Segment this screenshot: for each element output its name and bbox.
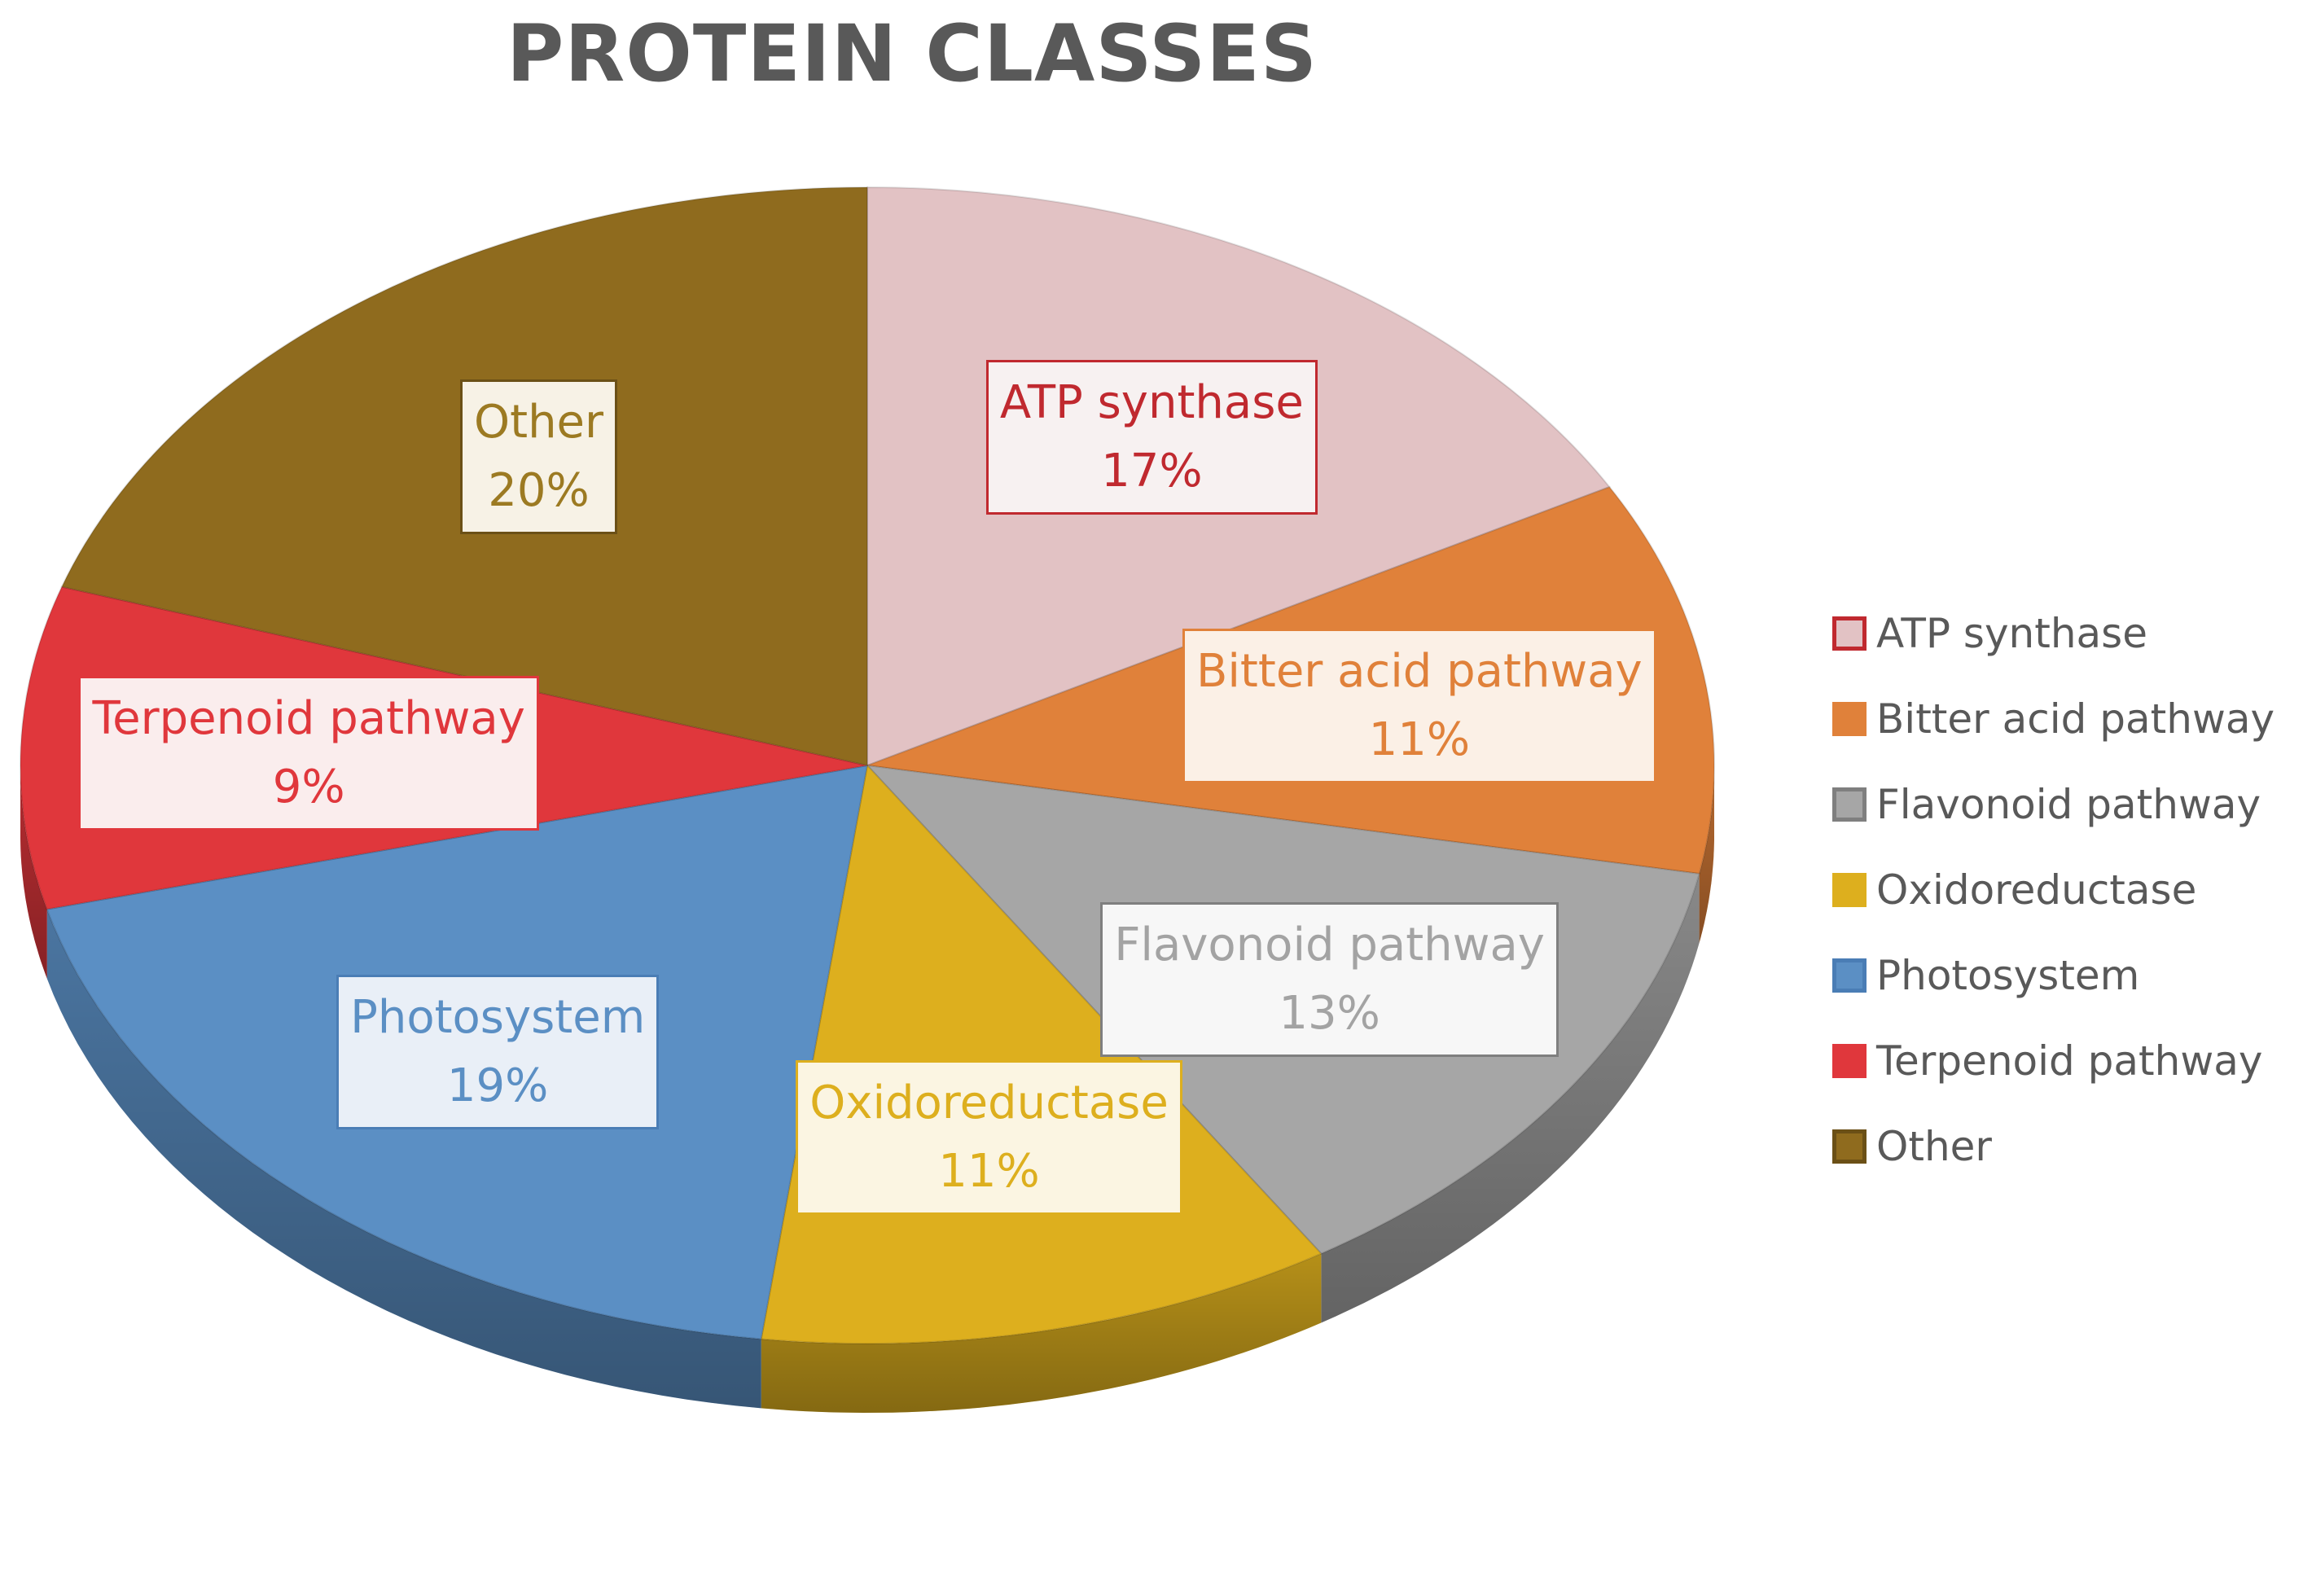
data-label-category: Photosystem — [350, 990, 646, 1044]
data-label-category: Terpenoid pathway — [92, 692, 525, 746]
pie-sides — [20, 765, 1714, 1413]
legend-item-atp-synthase: ATP synthase — [1832, 590, 2274, 676]
data-label-percent: 20% — [488, 463, 590, 517]
legend-label: ATP synthase — [1876, 609, 2147, 657]
legend-item-oxidoreductase: Oxidoreductase — [1832, 847, 2274, 932]
data-label-percent: 11% — [938, 1145, 1040, 1199]
legend-swatch — [1832, 701, 1867, 736]
legend-swatch — [1832, 1129, 1867, 1164]
legend-swatch — [1832, 1043, 1867, 1078]
legend-label: Terpenoid pathway — [1876, 1037, 2263, 1085]
pie-side-oxidoreductase-shade — [761, 1253, 1322, 1413]
data-label-terpenoid-pathway: Terpenoid pathway 9% — [78, 676, 539, 831]
data-label-category: Bitter acid pathway — [1195, 644, 1643, 698]
legend: ATP synthase Bitter acid pathway Flavonoid… — [1832, 590, 2274, 1189]
data-label-category: ATP synthase — [999, 375, 1304, 429]
data-label-flavonoid-pathway: Flavonoid pathway 13% — [1100, 902, 1559, 1058]
pie-side-terpenoid-pathway-shade — [20, 765, 47, 979]
data-label-other: Other 20% — [460, 379, 618, 534]
data-label-oxidoreductase: Oxidoreductase 11% — [796, 1060, 1182, 1216]
data-label-category: Flavonoid pathway — [1114, 919, 1545, 972]
legend-label: Bitter acid pathway — [1876, 695, 2275, 743]
pie-side-photosystem-shade — [46, 909, 761, 1409]
data-label-photosystem: Photosystem 19% — [336, 974, 660, 1129]
legend-swatch — [1832, 872, 1867, 907]
data-label-atp-synthase: ATP synthase 17% — [985, 359, 1318, 515]
pie-side-flavonoid-pathway-shade — [1321, 874, 1700, 1323]
legend-item-bitter-acid-pathway: Bitter acid pathway — [1832, 676, 2274, 761]
pie-side-bitter-acid-pathway-shade — [1699, 765, 1714, 943]
legend-item-terpenoid-pathway: Terpenoid pathway — [1832, 1018, 2274, 1103]
chart-title: PROTEIN CLASSES — [506, 8, 1318, 99]
legend-label: Flavonoid pathway — [1876, 780, 2261, 828]
data-label-percent: 17% — [1101, 444, 1203, 498]
legend-swatch — [1832, 787, 1867, 822]
data-label-percent: 9% — [272, 761, 345, 814]
legend-item-photosystem: Photosystem — [1832, 932, 2274, 1018]
legend-label: Oxidoreductase — [1876, 866, 2197, 914]
data-label-bitter-acid-pathway: Bitter acid pathway 11% — [1182, 628, 1656, 783]
legend-swatch — [1832, 616, 1867, 651]
data-label-category: Oxidoreductase — [809, 1076, 1169, 1130]
data-label-percent: 13% — [1279, 987, 1380, 1041]
data-label-category: Other — [474, 395, 604, 449]
legend-swatch — [1832, 958, 1867, 993]
data-label-percent: 19% — [446, 1059, 549, 1112]
data-label-percent: 11% — [1368, 712, 1471, 766]
legend-item-other: Other — [1832, 1103, 2274, 1189]
legend-item-flavonoid-pathway: Flavonoid pathway — [1832, 761, 2274, 847]
legend-label: Photosystem — [1876, 951, 2140, 999]
legend-label: Other — [1876, 1122, 1992, 1170]
